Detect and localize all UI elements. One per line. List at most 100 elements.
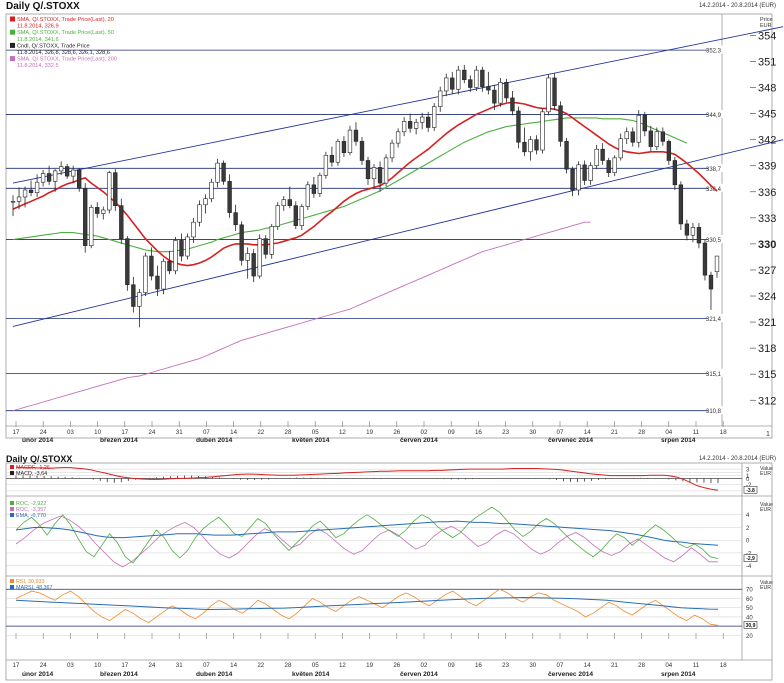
candle-body (426, 116, 431, 128)
candle-body (630, 131, 635, 143)
candle-body (119, 205, 124, 239)
price-tick-label: 315 (758, 369, 776, 381)
candle-body (251, 253, 256, 277)
candle-body (365, 160, 371, 180)
candle-body (299, 206, 304, 226)
marsi-line (15, 596, 719, 611)
upper-date-label: 30 (529, 429, 536, 436)
macd-tick-label: 1 (746, 474, 750, 480)
level-label: 344,9 (706, 113, 722, 119)
candle-body (221, 162, 226, 182)
lower-date-label: 14 (230, 662, 237, 669)
upper-date-label: 04 (665, 429, 672, 436)
level-label: 352,3 (706, 49, 722, 55)
candle-body (684, 223, 690, 236)
candle-body (173, 240, 178, 272)
candle-body (498, 81, 503, 104)
lower-month-label: červen 2014 (400, 671, 438, 678)
lower-date-label: 17 (13, 662, 20, 669)
legend-entry: 11.8.2014, 326,8, 328,6, 326,1, 328,6 (17, 50, 110, 56)
axis-corner-label: 1 (766, 431, 770, 438)
lower-date-range: 14.2.2014 - 20.8.2014 (EUR) (698, 456, 776, 462)
price-tick-label: 345 (758, 109, 776, 121)
candle-body (89, 207, 94, 246)
upper-date-label: 19 (366, 429, 373, 436)
candle-body (654, 131, 659, 147)
candle-body (185, 236, 190, 257)
level-label: 321,4 (706, 317, 722, 323)
roc-tick-label: -4 (746, 564, 752, 570)
upper-month-label: duben 2014 (196, 437, 233, 444)
price-tick-label: 327 (758, 265, 776, 277)
legend-swatch (10, 29, 15, 35)
candle-body (239, 224, 244, 261)
lower-date-label: 03 (67, 662, 74, 669)
legend-entry: SMA, Q/.STOXX, Trade Price(Last), 20 (17, 17, 114, 23)
candle-body (612, 157, 617, 173)
candle-body (480, 69, 485, 87)
lower-date-label: 31 (176, 662, 183, 669)
price-tick-label: 351 (758, 56, 776, 68)
candle-body (564, 141, 569, 170)
candle-body (696, 227, 702, 244)
price-panel-frame (5, 13, 773, 439)
candle-body (678, 184, 684, 225)
upper-date-label: 07 (557, 429, 564, 436)
candle-body (137, 292, 142, 307)
candle-body (335, 141, 341, 163)
candle-body (594, 148, 599, 166)
candle-body (233, 212, 238, 226)
lower-date-label: 07 (203, 662, 210, 669)
price-tick-label: 348 (758, 83, 776, 95)
candle-body (534, 139, 539, 151)
lower-date-label: 14 (584, 662, 591, 669)
candle-body (16, 196, 22, 202)
candle-body (510, 97, 515, 112)
legend-entry: 11.8.2014, 341,6 (17, 37, 59, 43)
lower-date-label: 17 (121, 662, 128, 669)
upper-month-label: únor 2014 (22, 437, 53, 444)
candle-body (606, 160, 611, 173)
rsi-current-value-box (743, 621, 758, 629)
lower-date-label: 30 (529, 662, 536, 669)
rsi-current-value: 30,9 (746, 623, 756, 629)
legend-swatch (10, 42, 15, 48)
roc-tick-label: 0 (746, 539, 750, 545)
roc-current-value-box (743, 554, 758, 562)
level-label: 330,5 (706, 238, 722, 244)
upper-date-label: 16 (475, 429, 482, 436)
candle-body (113, 172, 118, 206)
upper-month-label: červen 2014 (400, 437, 438, 444)
rsi-tick-label: 70 (746, 588, 753, 594)
upper-date-label: 17 (121, 429, 128, 436)
upper-date-label: 12 (339, 429, 346, 436)
candle-body (444, 77, 449, 92)
rsi-tick-label: 50 (746, 606, 753, 612)
candle-body (281, 199, 286, 206)
lower-date-label: 16 (475, 662, 482, 669)
axis-header-price: Price (760, 17, 773, 23)
candle-body (492, 89, 497, 104)
upper-date-label: 26 (393, 429, 400, 436)
candle-body (209, 181, 214, 200)
candle-body (389, 142, 395, 159)
macd-tick-label: 0 (746, 477, 750, 483)
lower-date-label: 26 (393, 662, 400, 669)
level-label-bg (708, 183, 723, 192)
lower-date-label: 02 (421, 662, 428, 669)
price-tick-label: 312 (758, 395, 776, 407)
candle-body (474, 69, 479, 88)
candle-body (413, 121, 419, 129)
candle-body (155, 275, 160, 290)
level-label: 310,8 (706, 409, 722, 415)
candle-body (107, 172, 112, 211)
candle-body (468, 79, 473, 88)
candle-body (131, 284, 136, 307)
candle-body (672, 160, 678, 186)
roc-axis-header: Value (760, 502, 773, 508)
price-tick-label: 324 (758, 291, 776, 303)
candle-body (456, 69, 461, 90)
upper-date-label: 10 (94, 429, 101, 436)
roc-tick-label: 2 (746, 526, 750, 532)
rsi-legend-swatch (10, 585, 14, 589)
